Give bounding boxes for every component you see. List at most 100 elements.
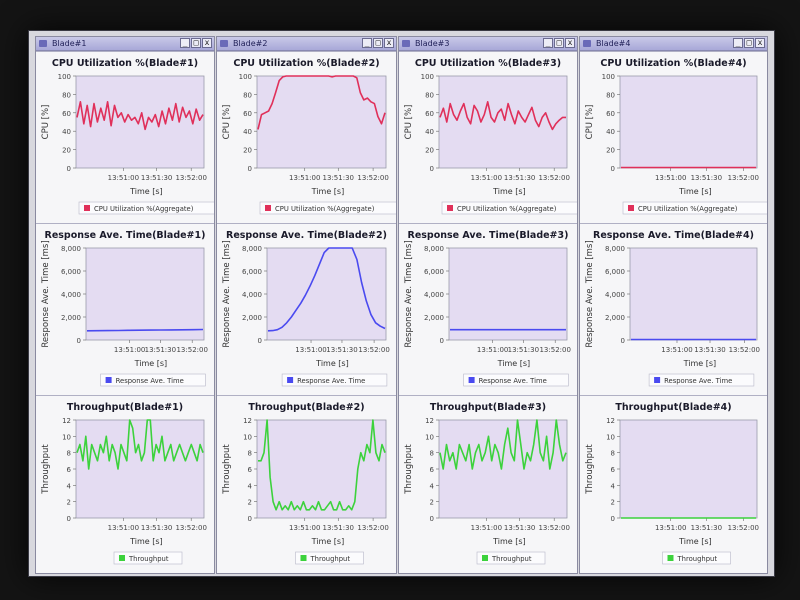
legend-swatch — [628, 205, 634, 211]
minimize-icon[interactable]: _ — [362, 38, 372, 48]
window-titlebar[interactable]: Blade#2 _ □ x — [217, 37, 396, 51]
chart-title: Throughput(Blade#3) — [430, 402, 546, 413]
y-tick-label: 6,000 — [242, 268, 262, 276]
y-tick-label: 12 — [606, 417, 615, 425]
blade-window-4[interactable]: Blade#4 _ □ x CPU Utilization %(Blade#4)… — [579, 36, 768, 574]
chart-title: CPU Utilization %(Blade#2) — [233, 58, 379, 69]
x-tick-label: 13:51:30 — [141, 174, 172, 182]
x-axis-label: Time [s] — [492, 187, 526, 196]
plot-area — [266, 247, 387, 341]
plot-area — [256, 75, 387, 169]
x-axis-label: Time [s] — [311, 537, 345, 546]
y-tick-label: 4 — [67, 482, 72, 490]
cpu-panel: CPU Utilization %(Blade#4) CPU [%] 0 20 40 60… — [580, 51, 767, 224]
blade-window-1[interactable]: Blade#1 _ □ x CPU Utilization %(Blade#1)… — [35, 36, 215, 574]
projected-screen: Blade#1 _ □ x CPU Utilization %(Blade#1)… — [28, 30, 775, 577]
close-icon[interactable]: x — [755, 38, 765, 48]
legend-swatch — [667, 555, 674, 561]
y-tick-label: 0 — [248, 165, 252, 173]
window-titlebar[interactable]: Blade#4 _ □ x — [580, 37, 767, 51]
y-tick-label: 8,000 — [605, 245, 625, 253]
window-titlebar[interactable]: Blade#1 _ □ x — [36, 37, 214, 51]
legend-label: Throughput — [677, 555, 718, 563]
x-axis-label: Time [s] — [497, 359, 531, 368]
y-tick-label: 0 — [67, 165, 71, 173]
plot-area — [629, 247, 758, 341]
legend-label: Response Ave. Time — [664, 377, 732, 385]
legend-swatch — [468, 377, 475, 383]
x-tick-label: 13:51:00 — [471, 524, 502, 532]
y-tick-label: 2,000 — [424, 314, 444, 322]
legend-swatch — [119, 555, 125, 561]
cpu-panel: CPU Utilization %(Blade#1) CPU [%] 0 20 40 60… — [36, 51, 214, 224]
x-tick-label: 13:51:30 — [145, 346, 176, 354]
y-tick-label: 2 — [248, 499, 252, 507]
y-axis-label: Throughput — [404, 444, 414, 495]
y-tick-label: 6,000 — [61, 268, 81, 276]
x-tick-label: 13:51:30 — [694, 346, 725, 354]
y-axis-label: CPU [%] — [585, 105, 595, 140]
blade-window-2[interactable]: Blade#2 _ □ x CPU Utilization %(Blade#2)… — [216, 36, 397, 574]
x-tick-label: 13:51:00 — [655, 174, 686, 182]
cpu-2-chart: CPU Utilization %(Blade#2) CPU [%] 0 20 40 60… — [222, 58, 396, 215]
x-tick-label: 13:52:00 — [175, 524, 206, 532]
x-axis-label: Time [s] — [129, 537, 163, 546]
y-tick-label: 60 — [425, 110, 434, 118]
plot-area — [85, 247, 205, 341]
y-tick-label: 80 — [243, 91, 252, 99]
y-tick-label: 80 — [425, 91, 434, 99]
y-tick-label: 80 — [606, 91, 615, 99]
throughput-panel: Throughput(Blade#2) Throughput 0 2 4 6 8 10 12 13… — [217, 395, 396, 573]
x-tick-label: 13:52:00 — [538, 174, 569, 182]
series-line-cpu-1 — [76, 100, 204, 131]
y-tick-label: 0 — [430, 515, 434, 523]
minimize-icon[interactable]: _ — [180, 38, 190, 48]
y-tick-label: 60 — [606, 110, 615, 118]
y-axis-label: Response Ave. Time [ms] — [585, 240, 595, 347]
maximize-icon[interactable]: □ — [744, 38, 754, 48]
maximize-icon[interactable]: □ — [554, 38, 564, 48]
legend — [622, 201, 767, 215]
legend — [281, 373, 388, 387]
blade-window-3[interactable]: Blade#3 _ □ x CPU Utilization %(Blade#3)… — [398, 36, 578, 574]
y-tick-label: 10 — [243, 433, 252, 441]
window-titlebar[interactable]: Blade#3 _ □ x — [399, 37, 577, 51]
y-tick-label: 12 — [425, 417, 434, 425]
response-panel: Response Ave. Time(Blade#4) Response Ave.… — [580, 223, 767, 396]
chart-title: Throughput(Blade#4) — [615, 402, 731, 413]
chart-title: Response Ave. Time(Blade#4) — [593, 230, 754, 241]
y-tick-label: 8 — [611, 450, 615, 458]
y-tick-label: 2 — [430, 499, 434, 507]
plot-area — [75, 419, 205, 519]
minimize-icon[interactable]: _ — [543, 38, 553, 48]
x-tick-label: 13:52:00 — [176, 346, 207, 354]
y-tick-label: 100 — [421, 73, 434, 81]
y-tick-label: 4 — [248, 482, 253, 490]
y-tick-label: 8,000 — [61, 245, 81, 253]
plot-area — [438, 75, 568, 169]
y-tick-label: 0 — [611, 515, 615, 523]
y-tick-label: 6 — [430, 466, 435, 474]
y-tick-label: 12 — [243, 417, 252, 425]
maximize-icon[interactable]: □ — [191, 38, 201, 48]
x-tick-label: 13:51:00 — [108, 524, 139, 532]
x-tick-label: 13:51:00 — [477, 346, 508, 354]
close-icon[interactable]: x — [202, 38, 212, 48]
maximize-icon[interactable]: □ — [373, 38, 383, 48]
y-tick-label: 8 — [248, 450, 252, 458]
x-tick-label: 13:51:00 — [655, 524, 686, 532]
window-title: Blade#3 — [415, 39, 450, 48]
x-tick-label: 13:51:30 — [323, 174, 354, 182]
plot-area — [256, 419, 387, 519]
plot-area — [448, 247, 568, 341]
legend — [476, 551, 546, 565]
close-icon[interactable]: x — [384, 38, 394, 48]
legend-label: Throughput — [310, 555, 351, 563]
close-icon[interactable]: x — [565, 38, 575, 48]
y-tick-label: 0 — [611, 165, 615, 173]
y-tick-label: 20 — [606, 147, 615, 155]
legend-label: Throughput — [128, 555, 169, 563]
minimize-icon[interactable]: _ — [733, 38, 743, 48]
legend — [648, 373, 755, 387]
x-axis-label: Time [s] — [129, 187, 163, 196]
